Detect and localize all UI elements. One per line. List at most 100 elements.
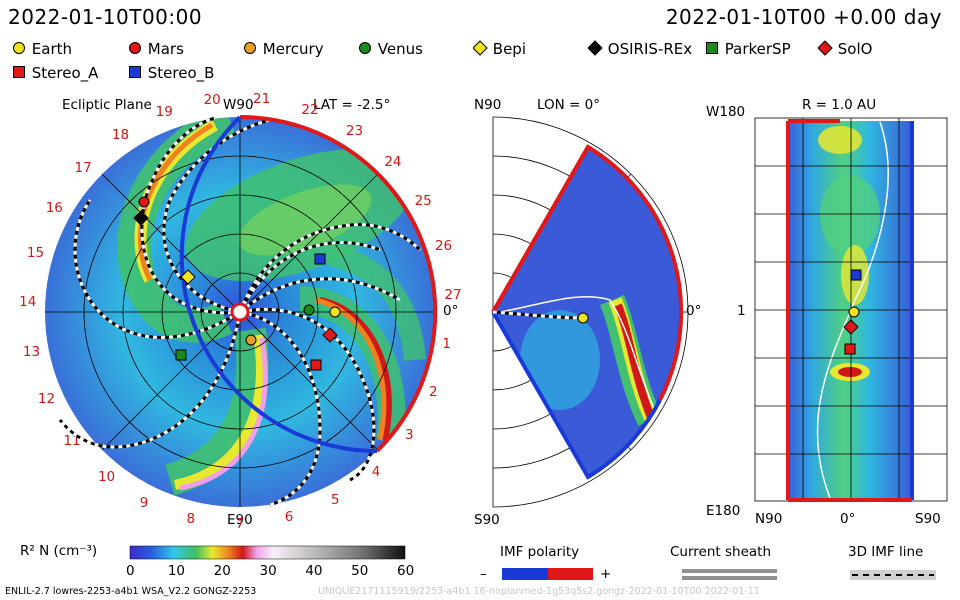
- legend-item: Mercury: [243, 40, 324, 58]
- meridional-panel: [491, 116, 689, 508]
- sector-tick-label: 14: [19, 294, 37, 311]
- sector-tick-label: 15: [26, 245, 45, 262]
- sheath-swatch: [682, 569, 777, 573]
- sector-tick-label: 8: [186, 511, 196, 528]
- legend-label: Mercury: [262, 40, 324, 58]
- colorbar-tick: 0: [126, 563, 135, 579]
- colorbar-tick: 60: [397, 563, 415, 579]
- legend-label: Mars: [147, 40, 184, 58]
- imf3d-title: 3D IMF line: [848, 544, 924, 560]
- footer-run-id: UNIQUE2171115919/2253-a4b1 16-noplanmed-…: [318, 586, 760, 597]
- radial-bottom-label: E180: [706, 503, 741, 519]
- ecliptic-bodies: [133, 196, 341, 371]
- sector-tick-label: 18: [111, 127, 130, 144]
- legend-marker-icon: [817, 40, 833, 56]
- earth-marker: [329, 306, 341, 318]
- sector-tick-label: 1: [442, 336, 451, 353]
- legend-marker-icon: [13, 42, 25, 54]
- radial-stereo-b-marker: [850, 269, 862, 281]
- solo-marker: [322, 327, 338, 343]
- sector-tick-label: 16: [45, 199, 63, 216]
- mars-marker: [138, 196, 150, 208]
- meridional-lon-label: LON = 0°: [537, 97, 600, 113]
- legend-item: Earth: [12, 40, 72, 58]
- meridional-earth-marker: [577, 312, 589, 324]
- sector-tick-label: 9: [139, 494, 149, 511]
- legend-item: Venus: [358, 40, 423, 58]
- imf3d-swatch: [850, 570, 936, 580]
- parkersp-marker: [175, 349, 187, 361]
- legend-item: ParkerSP: [705, 40, 791, 58]
- legend-item: Stereo_B: [128, 64, 214, 82]
- radial-mid-label: 1: [737, 303, 746, 319]
- osiris-rex-marker: [133, 210, 149, 226]
- legend-label: Stereo_B: [147, 64, 215, 82]
- legend-item: Mars: [128, 40, 184, 58]
- legend-label: Stereo_A: [31, 64, 99, 82]
- sector-tick-label: 23: [345, 123, 364, 140]
- radial-panel: [754, 117, 948, 502]
- footer-run-info: ENLIL-2.7 lowres-2253-a4b1 WSA_V2.2 GONG…: [5, 586, 257, 597]
- sector-tick-label: 25: [414, 193, 432, 210]
- ecliptic-structures: [117, 117, 426, 496]
- current-sheath-title: Current sheath: [670, 544, 772, 560]
- legend-item: Stereo_A: [12, 64, 98, 82]
- sector-tick-label: 5: [330, 491, 340, 508]
- legend-marker-icon: [129, 42, 141, 54]
- colorbar-tick: 10: [167, 563, 186, 579]
- sector-tick-label: 19: [155, 104, 173, 121]
- radial-title: R = 1.0 AU: [802, 97, 877, 113]
- ecliptic-panel: [45, 114, 438, 507]
- sector-tick-label: 20: [203, 91, 221, 108]
- legend-marker-icon: [13, 66, 25, 78]
- legend-marker-icon: [587, 40, 603, 56]
- sector-tick-label: 22: [301, 101, 319, 118]
- sector-tick-label: 3: [405, 427, 414, 444]
- legend-label: Venus: [377, 40, 423, 58]
- radial-x-tick: N90: [755, 511, 783, 527]
- imf-positive-bar: [548, 568, 593, 580]
- sector-tick-label: 17: [74, 159, 92, 176]
- radial-top-label: W180: [706, 104, 746, 120]
- right-timestamp: 2022-01-10T00 +0.00 day: [665, 5, 942, 29]
- legend-item: SolO: [817, 40, 872, 58]
- imf-plus-label: +: [600, 566, 612, 582]
- sector-tick-label: 10: [97, 468, 116, 485]
- sun-marker: [230, 302, 250, 322]
- meridional-right-label: 0°: [686, 303, 702, 319]
- ecliptic-rim-positive: [239, 114, 438, 453]
- bepi-marker: [180, 269, 196, 285]
- radial-grid: [755, 118, 947, 501]
- imf-negative-bar: [502, 568, 550, 580]
- colorbar-tick: 50: [351, 563, 369, 579]
- legend-label: Earth: [31, 40, 73, 58]
- ecliptic-bottom-label: E90: [227, 512, 253, 528]
- legend-label: OSIRIS-REx: [607, 40, 693, 58]
- legend-label: Bepi: [492, 40, 526, 58]
- radial-stereo-a-marker: [844, 343, 856, 355]
- legend-marker-icon: [129, 66, 141, 78]
- meridional-wedge: [493, 147, 681, 477]
- radial-x-tick: S90: [915, 511, 941, 527]
- sector-tick-label: 2: [429, 383, 438, 400]
- sector-tick-label: 6: [284, 509, 294, 526]
- legend-item: Bepi: [472, 40, 526, 58]
- colorbar-label: R² N (cm⁻³): [20, 543, 98, 559]
- ecliptic-rim-negative: [179, 115, 378, 454]
- radial-earth-marker: [848, 306, 860, 318]
- sector-tick-label: 26: [434, 238, 453, 255]
- ecliptic-right-label: 0°: [443, 303, 459, 319]
- ecliptic-lat-label: LAT = -2.5°: [313, 97, 391, 113]
- sector-tick-label: 27: [444, 286, 462, 303]
- legend-marker-icon: [359, 42, 371, 54]
- stereo-b-marker: [314, 253, 326, 265]
- sector-tick-label: 24: [384, 154, 402, 171]
- ecliptic-top-label: W90: [223, 97, 254, 113]
- colorbar-tick: 20: [213, 563, 231, 579]
- radial-solo-marker: [843, 319, 859, 335]
- meridional-top-label: N90: [474, 97, 502, 113]
- colorbar-tick: 30: [259, 563, 277, 579]
- left-timestamp: 2022-01-10T00:00: [8, 5, 203, 29]
- sector-tick-label: 13: [22, 343, 41, 360]
